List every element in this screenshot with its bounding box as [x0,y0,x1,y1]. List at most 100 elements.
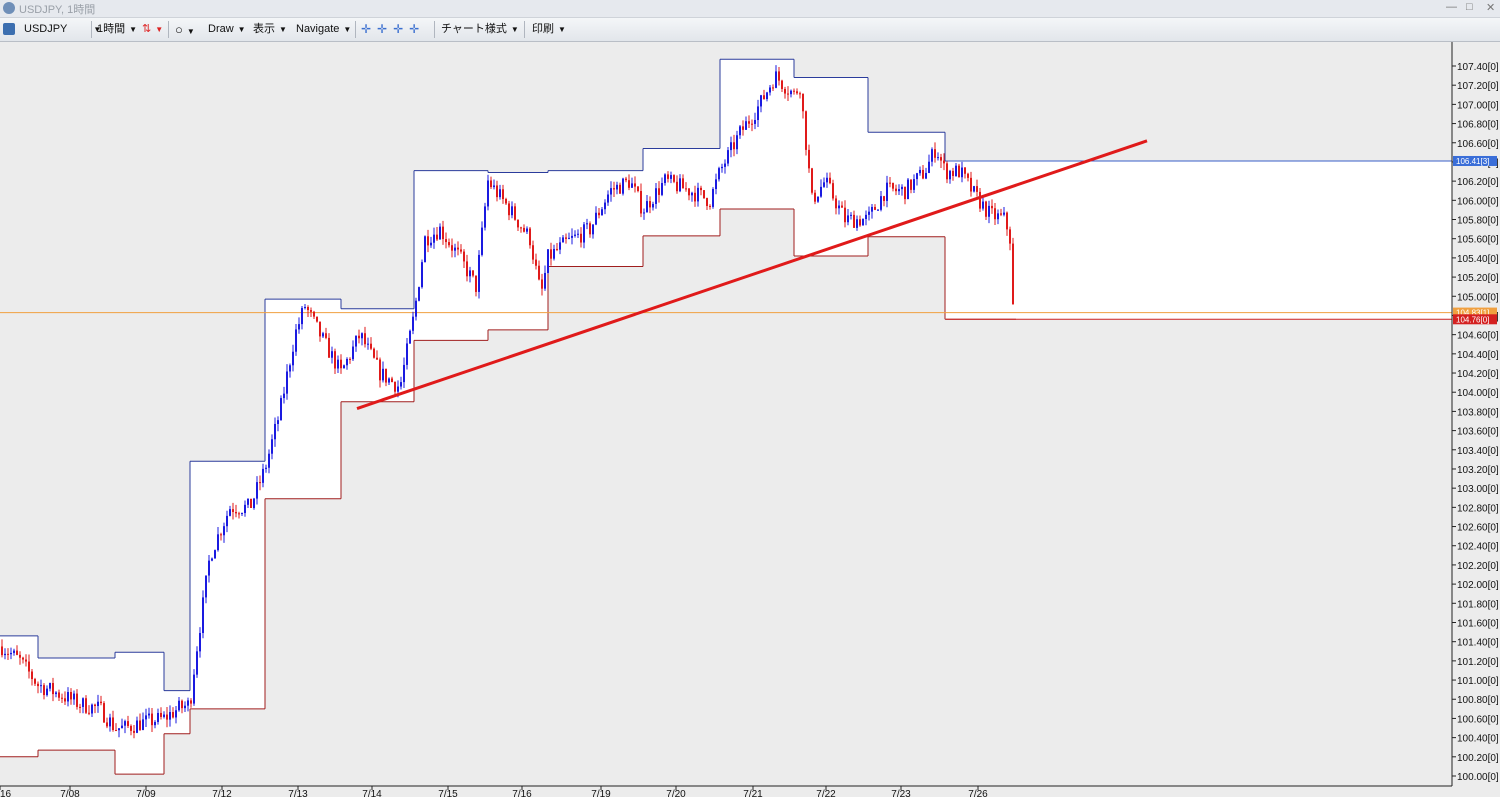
price-tick-label: 107.20[0] [1457,81,1499,92]
time-tick-label: 7/16 [512,789,532,797]
candle-body [442,226,444,240]
price-tick-label: 101.00[0] [1457,676,1499,687]
navigate-menu[interactable]: Navigate ▼ [296,23,352,35]
crosshair-icon: ✛✛✛✛ [361,22,426,36]
candle-body [787,93,789,95]
view-menu[interactable]: 表示 ▼ [253,23,287,35]
candle-body [298,324,300,330]
close-button[interactable]: ✕ [1486,2,1496,14]
candle-body [508,203,510,216]
candle-body [208,560,210,576]
candle-body [964,167,966,174]
candle-body [55,692,57,695]
candle-body [595,212,597,225]
app-icon [3,2,15,14]
candle-body [1000,213,1002,215]
candle-body [106,722,108,727]
current-range-fill [1016,160,1452,320]
candle-body [4,653,6,656]
candle-body [994,208,996,220]
price-tick-label: 103.80[0] [1457,407,1499,418]
candle-body [838,205,840,209]
range-box-fill [794,77,868,256]
candle-body [457,247,459,250]
draw-menu[interactable]: Draw ▼ [208,23,246,35]
candle-body [211,558,213,561]
candle-body [835,198,837,209]
candle-body [799,93,801,95]
candle-body [871,206,873,212]
candle-body [709,205,711,207]
candle-body [541,279,543,289]
candle-body [535,259,537,266]
candle-body [241,513,243,515]
candle-body [916,173,918,180]
candle-body [937,157,939,159]
candle-body [94,704,96,707]
candle-body [820,186,822,197]
maximize-button[interactable]: □ [1466,1,1473,13]
candle-body [766,92,768,100]
candle-body [430,242,432,246]
timeframe-select[interactable]: 1時間 ▼ [97,23,138,35]
circle-tool-button[interactable]: ○ ▼ [175,22,195,37]
price-tick-label: 107.40[0] [1457,62,1499,73]
candle-body [73,693,75,700]
candle-body [550,249,552,259]
candle-body [154,721,156,726]
candle-body [967,173,969,178]
candle-body [679,178,681,192]
candle-body [487,180,489,207]
candle-body [925,172,927,179]
candle-body [478,254,480,292]
minimize-button[interactable]: — [1446,1,1457,13]
candle-body [847,215,849,223]
crosshair-tools[interactable]: ✛✛✛✛ [361,22,425,37]
candle-body [868,211,870,215]
candle-body [625,178,627,181]
candle-body [304,307,306,309]
candle-body [616,184,618,190]
candle-body [922,169,924,179]
candle-body [874,206,876,210]
candle-body [448,242,450,246]
candle-body [523,227,525,232]
candle-body [58,692,60,698]
price-axis: 107.40[0] 107.20[0] 107.00[0] 106.80[0] 106.… [1452,62,1499,783]
candle-body [784,88,786,94]
candle-body [904,186,906,200]
chart-style-menu[interactable]: チャート様式 ▼ [441,23,519,35]
candle-body [37,683,39,687]
price-tick-label: 104.60[0] [1457,331,1499,342]
circle-tool-icon: ○ [175,22,183,37]
candle-body [706,198,708,206]
candle-body [529,228,531,246]
candle-body [919,169,921,174]
candle-body [121,725,123,729]
candle-body [880,196,882,210]
candle-body [220,534,222,536]
candle-body [376,357,378,360]
candle-body [460,249,462,252]
candle-body [841,205,843,208]
candle-body [16,650,18,655]
candle-body [946,163,948,180]
candle-body [421,262,423,288]
candle-body [181,700,183,709]
daily-range-boxes [0,58,1452,775]
candle-body [496,185,498,198]
candle-body [832,183,834,199]
candle-body [82,698,84,707]
candlestick-style-button[interactable]: ⇅ ▼ [142,23,164,35]
candle-body [481,227,483,255]
candle-body [373,348,375,358]
price-tick-label: 104.40[0] [1457,350,1499,361]
candle-body [229,509,231,516]
candle-body [898,189,900,192]
price-tick-label: 102.20[0] [1457,561,1499,572]
symbol-select[interactable]: USDJPY ▼ [24,23,102,35]
print-menu[interactable]: 印刷 ▼ [532,23,566,35]
time-tick-label: 7/14 [362,789,382,797]
candle-body [961,167,963,178]
